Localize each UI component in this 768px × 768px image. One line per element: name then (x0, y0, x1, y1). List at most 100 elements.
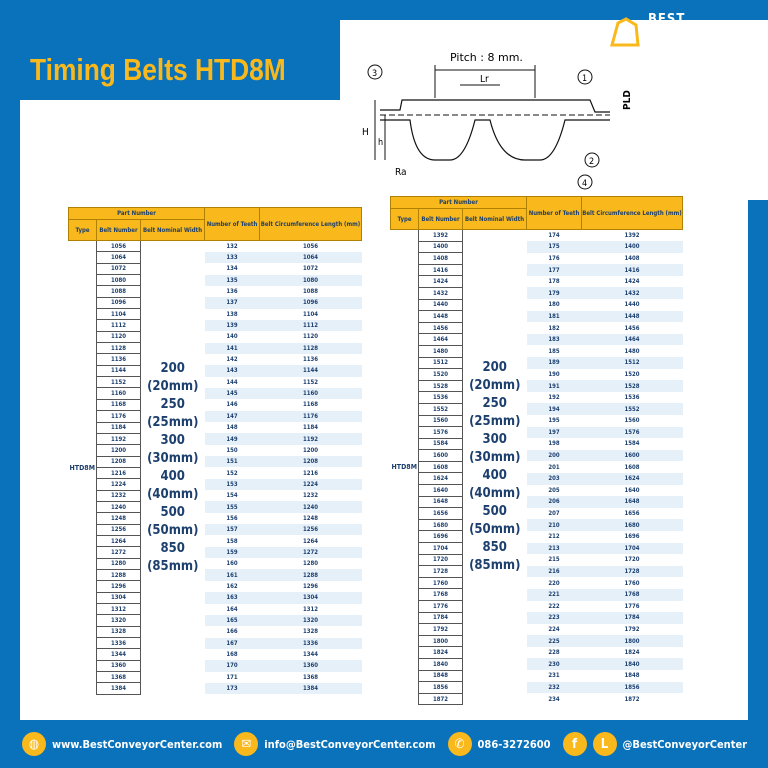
teeth-cell: 180 (548, 301, 560, 309)
width-label: 250 (160, 396, 185, 412)
type-cell: HTD8M (69, 463, 95, 472)
length-cell: 1552 (581, 403, 683, 415)
website-link[interactable]: www.BestConveyorCenter.com (52, 737, 223, 751)
length-cell: 1160 (259, 387, 362, 400)
table-row: 1264 158 1264 (69, 534, 362, 548)
belt-number-cell: 1136 (96, 353, 141, 366)
facebook-icon[interactable]: f (562, 732, 587, 756)
belt-number-cell: 1360 (96, 659, 141, 673)
belt-number-cell: 1064 (96, 251, 141, 264)
teeth-cell: 142 (226, 356, 238, 364)
belt-number-cell: 1560 (418, 414, 463, 428)
length-cell: 1168 (302, 401, 319, 409)
width-label: (85mm) (147, 558, 199, 574)
length-cell: 1520 (624, 370, 640, 378)
belt-number-cell: 1648 (418, 495, 463, 509)
length-cell: 1720 (624, 556, 640, 564)
table-row: 1360 170 1360 (69, 659, 362, 673)
table-row: 1384 173 1384 (69, 682, 362, 695)
table-row: 1080 135 1080 (69, 274, 362, 287)
table-row: 1456 182 1456 (391, 321, 683, 335)
teeth-cell: 231 (548, 672, 560, 680)
table-row: 1784 223 1784 (391, 611, 683, 625)
length-cell: 1224 (259, 478, 362, 491)
page-title: Timing Belts HTD8M (30, 52, 286, 87)
belt-number-cell: 1520 (418, 368, 463, 381)
belt-number-cell: 1856 (418, 681, 463, 694)
width-label: (25mm) (147, 414, 199, 430)
width-label: 500 (482, 504, 507, 520)
length-cell: 1448 (581, 310, 683, 323)
belt-number-cell: 1840 (418, 657, 463, 671)
callout-1: 1 (582, 74, 587, 84)
nominal-width-header: Belt Nominal Width (462, 208, 527, 230)
teeth-cell: 185 (548, 347, 560, 355)
teeth-cell: 230 (526, 658, 582, 671)
table-row: 1280 160 1280 (69, 557, 362, 570)
teeth-cell: 151 (204, 456, 260, 468)
teeth-cell: 146 (226, 401, 238, 409)
length-cell: 1072 (302, 265, 319, 273)
belt-number-cell: 1408 (418, 252, 463, 265)
belt-diagram: Pitch : 8 mm. Lr PLD H h Ra 1 2 3 4 (340, 20, 768, 200)
belt-number-cell: 1848 (418, 669, 463, 683)
h-label: H (362, 127, 369, 138)
length-cell: 1432 (581, 287, 683, 300)
length-cell: 1232 (302, 492, 319, 500)
table-row: 1560 195 1560 (391, 414, 683, 428)
length-cell: 1304 (259, 592, 362, 604)
belt-number-cell: 1112 (96, 319, 141, 332)
teeth-cell: 190 (548, 370, 560, 378)
teeth-cell: 183 (526, 333, 582, 346)
callout-4: 4 (582, 179, 587, 189)
teeth-cell: 174 (548, 232, 560, 240)
table-row: 1656 207 1656 (391, 507, 683, 520)
table-row: 1296 162 1296 (69, 580, 362, 593)
table-row: 1856 232 1856 (391, 681, 683, 694)
teeth-cell: 215 (548, 556, 560, 564)
belt-number-cell: 1824 (418, 646, 463, 659)
table-row: 1520 190 1520 (391, 368, 683, 381)
belt-number-cell: 1552 (418, 402, 463, 416)
width-label: (20mm) (147, 378, 199, 394)
length-cell: 1096 (259, 297, 362, 309)
table-row: 1840 230 1840 (391, 657, 683, 671)
table-row: 1256 157 1256 (69, 523, 362, 536)
belt-number-header: Belt Number (418, 208, 463, 230)
line-icon[interactable]: L (592, 732, 617, 756)
part-number-header: Part Number (68, 207, 205, 220)
table-row: 1408 176 1408 (391, 252, 683, 265)
belt-number-cell: 1120 (96, 330, 141, 344)
belt-number-cell: 1216 (96, 466, 141, 480)
email-link[interactable]: info@BestConveyorCenter.com (264, 737, 436, 751)
belt-number-cell: 1384 (96, 682, 141, 695)
teeth-cell: 212 (548, 533, 560, 541)
length-cell: 1528 (581, 380, 683, 392)
teeth-cell: 139 (204, 319, 260, 332)
teeth-cell: 138 (226, 310, 238, 318)
table-row: HTD8M 1392 200 (20mm) 250 (25mm) 300 (30mm) 400 (… (391, 229, 683, 573)
length-cell: 1112 (259, 319, 362, 332)
type-header: Type (68, 219, 97, 241)
belt-number-cell: 1160 (96, 387, 141, 400)
length-cell: 1288 (259, 569, 362, 581)
phone-number[interactable]: 086-3272600 (477, 737, 551, 751)
length-header: Belt Circumference Length (mm) (581, 196, 683, 230)
belt-number-cell: 1640 (418, 484, 463, 497)
table-row: 1072 134 1072 (69, 262, 362, 276)
table-row: 1432 179 1432 (391, 286, 683, 300)
social-handle[interactable]: @BestConveyorCenter (622, 737, 748, 751)
length-cell: 1648 (581, 496, 683, 508)
length-cell: 1424 (624, 278, 640, 286)
length-cell: 1240 (259, 501, 362, 513)
belt-number-cell: 1872 (418, 692, 463, 706)
teeth-cell: 162 (226, 582, 238, 590)
belt-number-cell: 1192 (96, 432, 141, 446)
table-row: 1112 139 1112 (69, 319, 362, 332)
belt-number-cell: 1680 (418, 518, 463, 532)
length-cell: 1600 (581, 449, 683, 462)
width-label: 850 (482, 540, 507, 556)
width-label: 300 (160, 432, 185, 448)
length-header: Belt Circumference Length (mm) (259, 207, 362, 241)
table-row: 1760 220 1760 (391, 576, 683, 590)
